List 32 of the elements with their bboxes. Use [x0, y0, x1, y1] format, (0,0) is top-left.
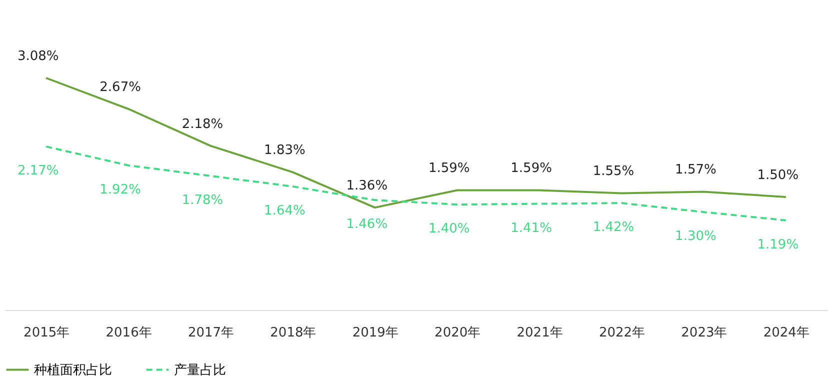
data-label: 1.92% — [100, 182, 141, 198]
x-tick-label: 2022年 — [598, 326, 646, 340]
data-label: 1.50% — [757, 168, 799, 184]
data-label: 1.59% — [428, 161, 470, 176]
data-label: 1.55% — [592, 164, 634, 180]
data-label: 1.64% — [264, 203, 306, 218]
x-tick-label: 2019年 — [352, 326, 398, 340]
data-label: 1.36% — [346, 178, 388, 194]
legend-label: 种植面积占比 — [34, 362, 112, 378]
data-label: 2.67% — [100, 80, 141, 95]
data-label: 1.19% — [757, 237, 799, 252]
data-label: 1.57% — [675, 162, 716, 178]
data-label: 1.40% — [428, 222, 470, 237]
legend-label: 产量占比 — [174, 362, 226, 378]
data-label: 2.17% — [17, 164, 59, 179]
data-label: 1.83% — [264, 143, 306, 158]
x-tick-label: 2018年 — [270, 326, 316, 340]
x-tick-label: 2021年 — [516, 326, 563, 340]
data-label: 1.30% — [675, 229, 716, 244]
x-tick-label: 2024年 — [763, 326, 810, 340]
data-label: 1.59% — [510, 161, 552, 176]
x-tick-label: 2016年 — [106, 326, 152, 340]
x-tick-label: 2023年 — [681, 326, 728, 340]
data-label: 1.41% — [510, 220, 552, 236]
x-tick-label: 2020年 — [434, 326, 481, 340]
data-label: 1.46% — [346, 217, 388, 232]
x-tick-label: 2015年 — [24, 326, 70, 340]
data-label: 2.18% — [182, 116, 224, 132]
x-tick-label: 2017年 — [188, 326, 234, 340]
data-label: 1.42% — [592, 220, 634, 236]
data-label: 3.08% — [17, 49, 59, 64]
data-label: 1.78% — [182, 192, 224, 208]
